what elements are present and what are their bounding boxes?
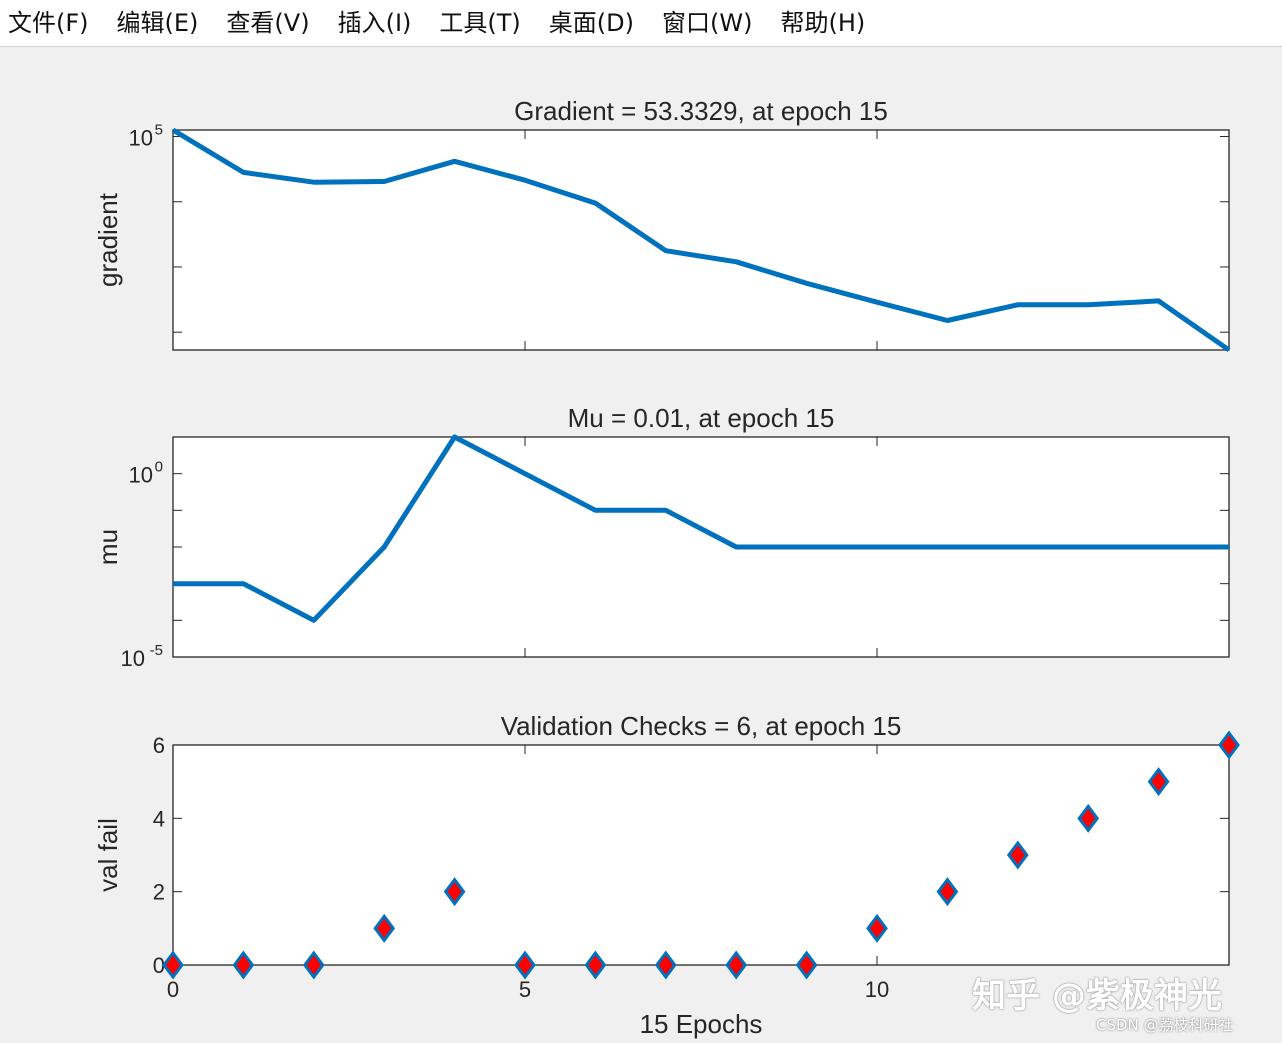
val-fail-point [725,950,748,980]
val-fail-point [162,950,184,980]
plot-title-3: Validation Checks = 6, at epoch 15 [501,711,902,741]
val-fail-point [232,950,255,980]
y-tick-label: 6 [153,733,165,758]
val-fail-point [1218,730,1240,760]
plot-title-1: Gradient = 53.3329, at epoch 15 [514,96,888,126]
y-tick-label-exponent: 0 [155,459,163,476]
x-tick-label: 5 [519,977,531,1002]
series-line-1 [171,127,1231,353]
val-fail-point [795,950,818,980]
x-tick-label: 10 [865,977,889,1002]
val-fail-point [1006,840,1029,870]
val-fail-point [1077,803,1100,833]
val-fail-point [654,950,677,980]
menu-tools[interactable]: 工具(T) [439,9,521,37]
y-axis-label-2: mu [93,529,123,565]
val-fail-point [514,950,536,980]
series-line-2 [173,434,1229,623]
csdn-watermark: CSDN @荔枝科研社 [1096,1016,1234,1034]
zhihu-watermark: 知乎 @紫极神光 [972,976,1222,1016]
y-tick-label: 2 [153,880,165,905]
figure-canvas: 10 5 Gradient = 53.3329, at epoch 15 gradie… [0,47,1282,1043]
x-tick-label: 0 [167,977,179,1002]
y-tick-label: 4 [153,806,165,831]
val-fail-point [1147,767,1170,797]
y-tick-label: 10 [121,646,145,671]
y-tick-label-exponent: 5 [155,122,163,139]
axes-box-1 [172,129,1230,351]
y-tick-label: 0 [153,953,165,978]
val-fail-point [302,950,325,980]
menu-view[interactable]: 查看(V) [226,9,310,37]
menu-help[interactable]: 帮助(H) [780,9,866,37]
menu-desktop[interactable]: 桌面(D) [548,9,634,37]
y-tick-label-exponent: -5 [150,642,163,659]
y-tick-label: 10 [129,126,153,151]
plot-title-2: Mu = 0.01, at epoch 15 [568,403,835,433]
val-fail-point [584,950,607,980]
val-fail-point [866,913,888,943]
menubar: 文件(F) 编辑(E) 查看(V) 插入(I) 工具(T) 桌面(D) 窗口(W… [0,0,1282,47]
x-axis-label: 15 Epochs [640,1009,763,1039]
menu-window[interactable]: 窗口(W) [662,9,753,37]
axes-box-3 [172,744,1230,966]
y-tick-label: 10 [129,463,153,488]
y-axis-label-1: gradient [93,192,123,287]
menu-insert[interactable]: 插入(I) [337,9,412,37]
val-fail-point [443,877,466,907]
val-fail-point [373,913,396,943]
menu-file[interactable]: 文件(F) [8,9,89,37]
y-axis-label-3: val fail [93,818,123,892]
val-fail-point [936,877,959,907]
menu-edit[interactable]: 编辑(E) [116,9,199,37]
